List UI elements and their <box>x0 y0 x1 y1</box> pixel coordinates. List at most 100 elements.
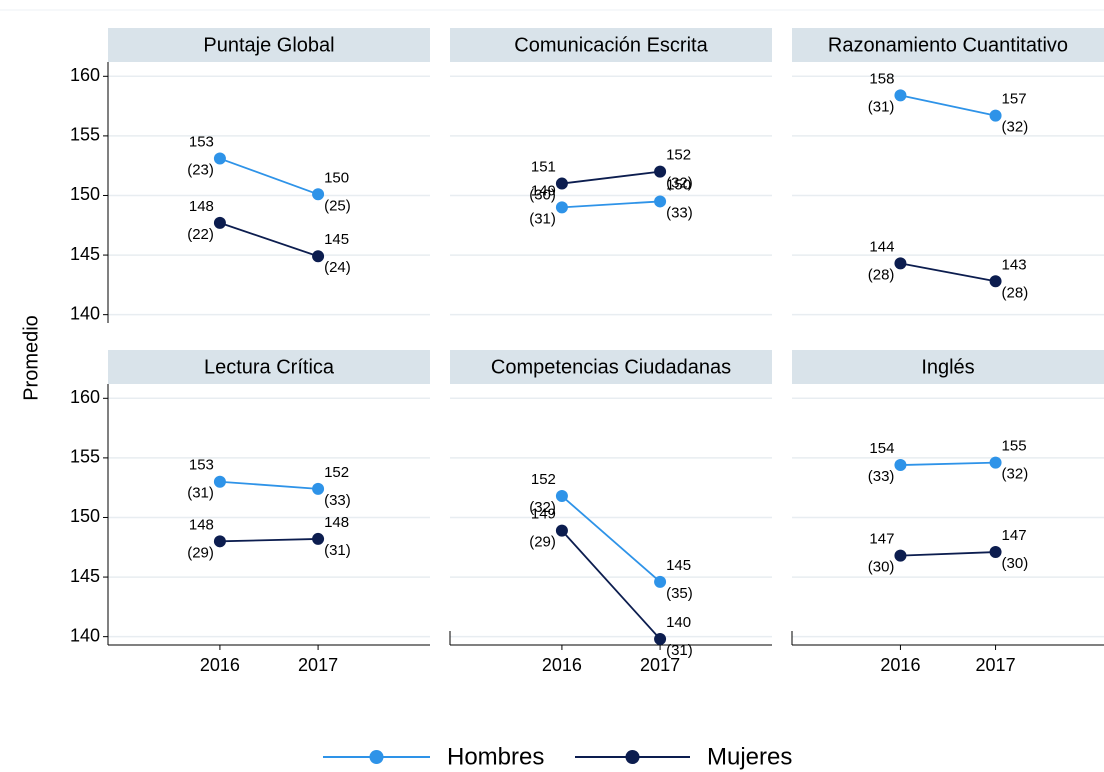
value-label: 147 <box>1002 527 1027 544</box>
point <box>555 201 568 214</box>
sd-label: (25) <box>324 197 351 214</box>
point <box>312 482 325 495</box>
value-label: 151 <box>531 159 556 176</box>
x-tick-label: 2016 <box>880 655 920 675</box>
value-label: 152 <box>531 471 556 488</box>
legend-label: Hombres <box>447 743 544 770</box>
legend-label: Mujeres <box>707 743 792 770</box>
point <box>555 524 568 537</box>
y-tick-label: 155 <box>70 447 100 467</box>
value-label: 145 <box>666 557 691 574</box>
sd-label: (33) <box>868 468 895 485</box>
strip <box>450 350 772 384</box>
y-tick-label: 150 <box>70 506 100 526</box>
sd-label: (35) <box>666 585 693 602</box>
point <box>312 532 325 545</box>
series-line <box>561 495 661 583</box>
panel-title: Lectura Crítica <box>204 356 335 378</box>
sd-label: (32) <box>1002 119 1029 136</box>
value-label: 147 <box>869 531 894 548</box>
series-line <box>219 157 319 196</box>
y-tick-label: 150 <box>70 184 100 204</box>
point <box>894 257 907 270</box>
sd-label: (32) <box>529 499 556 516</box>
strip <box>108 350 430 384</box>
series-line <box>219 222 319 258</box>
sd-label: (32) <box>1002 466 1029 483</box>
x-tick-label: 2016 <box>200 655 240 675</box>
panel-title: Comunicación Escrita <box>514 34 708 56</box>
value-label: 149 <box>531 182 556 199</box>
point <box>213 475 226 488</box>
value-label: 148 <box>324 514 349 531</box>
point <box>312 188 325 201</box>
value-label: 140 <box>666 614 691 631</box>
sd-label: (24) <box>324 259 351 276</box>
y-axis-label: Promedio <box>20 315 42 401</box>
y-tick-label: 140 <box>70 625 100 645</box>
x-tick-label: 2017 <box>976 655 1016 675</box>
value-label: 148 <box>189 516 214 533</box>
sd-label: (31) <box>324 542 351 559</box>
sd-label: (30) <box>1002 555 1029 572</box>
y-tick-label: 145 <box>70 244 100 264</box>
point <box>894 89 907 102</box>
x-tick-label: 2017 <box>640 655 680 675</box>
point <box>654 575 667 588</box>
series-line <box>219 480 319 490</box>
panel-title: Razonamiento Cuantitativo <box>828 34 1068 56</box>
point <box>894 459 907 472</box>
series-line <box>900 461 996 466</box>
sd-label: (30) <box>868 559 895 576</box>
y-tick-label: 160 <box>70 65 100 85</box>
point <box>213 152 226 165</box>
series-line <box>561 170 661 185</box>
strip <box>792 28 1104 62</box>
sd-label: (30) <box>529 187 556 204</box>
sd-label: (33) <box>666 204 693 221</box>
series-line <box>219 538 319 543</box>
sd-label: (22) <box>187 226 214 243</box>
series-line <box>900 262 996 283</box>
series-line <box>900 94 996 117</box>
series-line <box>900 551 996 557</box>
sd-label: (23) <box>187 162 214 179</box>
y-tick-label: 155 <box>70 125 100 145</box>
value-label: 158 <box>869 70 894 87</box>
value-label: 144 <box>869 238 894 255</box>
value-label: 143 <box>1002 256 1027 273</box>
value-label: 150 <box>666 176 691 193</box>
value-label: 153 <box>189 457 214 474</box>
value-label: 145 <box>324 231 349 248</box>
sd-label: (31) <box>187 485 214 502</box>
value-label: 153 <box>189 134 214 151</box>
value-label: 155 <box>1002 438 1027 455</box>
point <box>312 250 325 263</box>
point <box>654 633 667 646</box>
value-label: 149 <box>531 506 556 523</box>
x-tick-label: 2017 <box>298 655 338 675</box>
value-label: 152 <box>324 464 349 481</box>
point <box>989 456 1002 469</box>
strip <box>108 28 430 62</box>
x-tick-label: 2016 <box>542 655 582 675</box>
sd-label: (28) <box>1002 284 1029 301</box>
value-label: 157 <box>1002 91 1027 108</box>
legend-marker <box>625 750 640 764</box>
point <box>894 549 907 562</box>
value-label: 150 <box>324 169 349 186</box>
point <box>555 177 568 190</box>
value-label: 148 <box>189 198 214 215</box>
point <box>213 216 226 229</box>
value-label: 152 <box>666 147 691 164</box>
panel-title: Inglés <box>921 356 974 378</box>
point <box>654 195 667 208</box>
legend-marker <box>369 750 384 764</box>
y-tick-label: 140 <box>70 303 100 323</box>
sd-label: (32) <box>666 175 693 192</box>
point <box>555 490 568 503</box>
panel-title: Competencias Ciudadanas <box>491 356 731 378</box>
sd-label: (28) <box>868 266 895 283</box>
point <box>989 546 1002 559</box>
